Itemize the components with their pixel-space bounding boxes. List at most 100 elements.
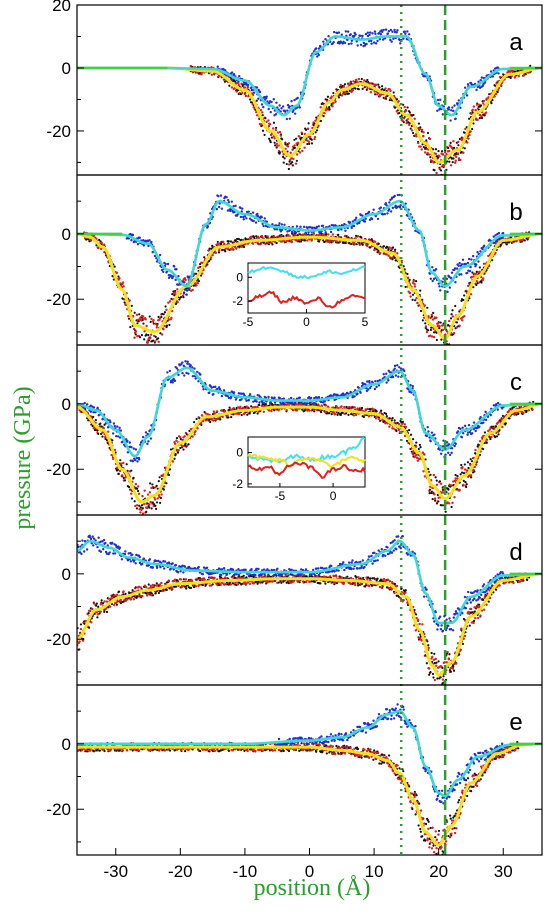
normal-point bbox=[270, 100, 273, 104]
lateral-point-alt bbox=[428, 492, 431, 495]
lateral-point bbox=[451, 315, 455, 318]
normal-point bbox=[265, 95, 268, 98]
lateral-point-alt bbox=[391, 246, 395, 249]
lateral-point bbox=[442, 164, 446, 168]
lateral-point-alt bbox=[393, 419, 396, 422]
lateral-point-alt bbox=[465, 485, 468, 489]
lateral-point bbox=[461, 466, 464, 469]
lateral-point bbox=[432, 473, 436, 477]
lateral-point bbox=[301, 233, 305, 236]
lateral-point-alt bbox=[291, 160, 294, 164]
normal-point bbox=[393, 194, 396, 198]
lateral-point-alt bbox=[523, 239, 526, 242]
lateral-point-alt bbox=[449, 317, 453, 320]
lateral-point bbox=[352, 414, 356, 417]
lateral-point-alt bbox=[442, 347, 444, 349]
lateral-point bbox=[427, 153, 431, 156]
normal-point bbox=[439, 289, 442, 292]
lateral-point bbox=[474, 448, 477, 452]
normal-point bbox=[151, 250, 154, 254]
lateral-point-alt bbox=[152, 322, 155, 325]
lateral-point-alt bbox=[281, 155, 285, 158]
lateral-point-alt bbox=[85, 238, 88, 241]
lateral-point-alt bbox=[471, 111, 474, 114]
normal-point bbox=[283, 110, 287, 113]
normal-point bbox=[407, 33, 411, 36]
lateral-point-alt bbox=[469, 458, 472, 461]
lateral-point bbox=[366, 407, 369, 411]
normal-point bbox=[256, 212, 259, 216]
normal-point bbox=[382, 28, 385, 32]
lateral-point-alt bbox=[471, 127, 474, 131]
normal-point bbox=[130, 239, 133, 242]
normal-point bbox=[126, 439, 129, 443]
lateral-point-alt bbox=[447, 488, 450, 491]
lateral-point bbox=[204, 412, 208, 415]
lateral-point bbox=[447, 346, 449, 348]
lateral-point bbox=[278, 130, 282, 134]
lateral-point bbox=[475, 103, 479, 106]
normal-point bbox=[491, 75, 495, 78]
normal-point bbox=[396, 193, 400, 197]
normal-point bbox=[183, 281, 186, 284]
normal-point bbox=[189, 364, 192, 367]
normal-point bbox=[196, 370, 199, 374]
normal-point bbox=[324, 231, 327, 234]
lateral-point bbox=[331, 105, 334, 108]
lateral-point-alt bbox=[463, 147, 466, 150]
lateral-point-alt bbox=[209, 420, 212, 424]
lateral-point-alt bbox=[513, 70, 517, 73]
inset-y-tick-label: 0 bbox=[236, 270, 243, 284]
lateral-point bbox=[285, 408, 288, 412]
normal-point bbox=[290, 230, 294, 234]
lateral-point bbox=[183, 435, 186, 438]
lateral-point bbox=[318, 233, 321, 237]
normal-point bbox=[155, 260, 159, 263]
normal-point bbox=[247, 210, 250, 213]
lateral-point bbox=[434, 152, 438, 155]
normal-point bbox=[226, 209, 230, 212]
normal-point bbox=[252, 400, 255, 403]
normal-point bbox=[410, 391, 413, 394]
lateral-point bbox=[287, 142, 291, 145]
lateral-fit-line bbox=[77, 66, 542, 164]
normal-point bbox=[436, 109, 439, 112]
normal-point bbox=[447, 106, 451, 109]
lateral-point bbox=[120, 462, 123, 465]
lateral-point bbox=[487, 429, 490, 433]
normal-point bbox=[395, 31, 398, 34]
lateral-point bbox=[232, 407, 235, 410]
lateral-point-alt bbox=[427, 467, 430, 471]
lateral-point bbox=[422, 135, 425, 138]
lateral-point bbox=[414, 445, 418, 448]
normal-point bbox=[379, 206, 383, 209]
lateral-point-alt bbox=[171, 293, 174, 296]
normal-point bbox=[370, 39, 373, 43]
lateral-point-alt bbox=[169, 448, 173, 451]
lateral-point-alt bbox=[354, 87, 357, 90]
lateral-point-alt bbox=[268, 137, 271, 140]
normal-point bbox=[316, 55, 319, 58]
lateral-point-alt bbox=[409, 127, 412, 130]
normal-point bbox=[194, 377, 197, 380]
lateral-point-alt bbox=[512, 406, 515, 409]
lateral-point-alt bbox=[432, 148, 435, 151]
lateral-point bbox=[175, 439, 178, 442]
normal-point bbox=[374, 379, 377, 383]
normal-point bbox=[149, 437, 153, 440]
normal-point bbox=[191, 374, 195, 378]
lateral-point-alt bbox=[179, 296, 183, 299]
lateral-point-alt bbox=[269, 141, 272, 144]
normal-point bbox=[227, 201, 231, 204]
lateral-point bbox=[407, 123, 411, 127]
lateral-point-alt bbox=[417, 122, 421, 125]
lateral-point bbox=[194, 430, 197, 433]
lateral-point-alt bbox=[347, 92, 350, 95]
normal-point bbox=[436, 98, 440, 102]
lateral-point-alt bbox=[424, 458, 427, 461]
lateral-point bbox=[301, 149, 304, 153]
lateral-point-alt bbox=[407, 428, 411, 432]
normal-point bbox=[454, 117, 457, 120]
normal-point bbox=[280, 228, 284, 231]
lateral-point-alt bbox=[470, 476, 473, 479]
